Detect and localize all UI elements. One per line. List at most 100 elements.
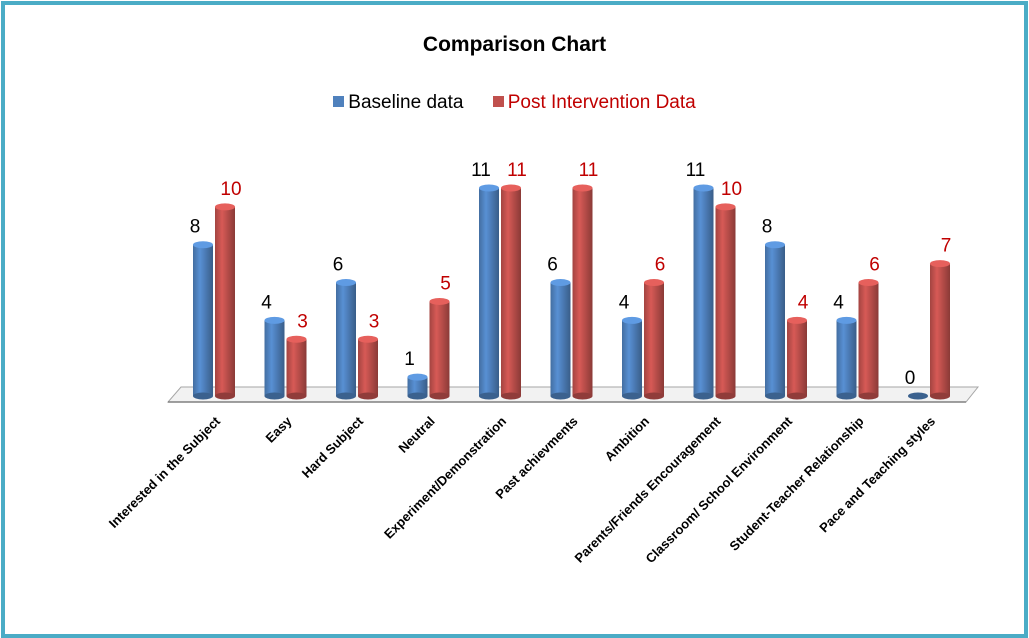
bar-base-baseline <box>765 392 785 400</box>
bar-base-baseline <box>264 392 285 400</box>
bar-top-baseline <box>765 241 785 249</box>
legend-item-post-intervention: Post Intervention Data <box>492 92 696 114</box>
bar-top-baseline <box>336 279 356 287</box>
value-label-baseline: 8 <box>762 217 773 238</box>
bar-baseline <box>836 320 857 396</box>
value-label-baseline: 4 <box>833 292 844 313</box>
value-label-post-intervention: 11 <box>579 160 599 181</box>
legend-label-baseline: Baseline data <box>348 92 464 113</box>
bar-base-post-intervention <box>572 392 593 400</box>
bar-top-post-intervention <box>572 184 593 192</box>
bar-base-baseline <box>550 392 571 400</box>
bar-post-intervention <box>858 282 879 396</box>
bar-post-intervention <box>715 206 736 396</box>
bar-top-baseline <box>407 373 428 381</box>
category-tick-label: Student-Teacher Relationship <box>726 413 866 553</box>
bar-base-post-intervention <box>715 392 736 400</box>
bar-base-baseline <box>622 392 642 400</box>
bar-base-baseline <box>479 392 499 400</box>
bar-post-intervention <box>429 301 450 396</box>
bar-base-post-intervention <box>858 392 879 400</box>
value-label-post-intervention: 6 <box>655 255 666 276</box>
category-tick-label: Parents/Friends Encouragement <box>572 413 725 566</box>
bar-top-baseline <box>550 279 571 287</box>
bar-top-post-intervention <box>215 203 235 211</box>
value-label-post-intervention: 11 <box>507 160 527 181</box>
value-label-baseline: 0 <box>905 368 916 389</box>
chart-legend: Baseline data Post Intervention Data <box>0 92 1029 114</box>
bar-base-baseline <box>193 392 213 400</box>
bar-post-intervention <box>286 339 307 396</box>
bar-baseline <box>622 320 642 396</box>
category-tick-label: Neutral <box>395 414 437 456</box>
bar-base-baseline <box>693 392 714 400</box>
legend-swatch-post-intervention <box>492 96 504 107</box>
bar-top-post-intervention <box>787 316 807 324</box>
bar-top-post-intervention <box>930 260 950 268</box>
bar-post-intervention <box>787 320 807 396</box>
bar-top-baseline <box>264 316 285 324</box>
bar-base-post-intervention <box>930 392 950 400</box>
bar-top-post-intervention <box>501 184 521 192</box>
bar-top-post-intervention <box>858 279 879 287</box>
bar-top-baseline <box>193 241 213 249</box>
value-label-post-intervention: 7 <box>941 236 952 257</box>
category-tick-label: Hard Subject <box>299 413 367 481</box>
bar-base-post-intervention <box>787 392 807 400</box>
legend-swatch-baseline <box>333 96 345 107</box>
category-tick-label: Pace and Teaching styles <box>816 414 938 536</box>
bar-base-baseline <box>336 392 356 400</box>
bar-base-baseline <box>908 392 928 400</box>
value-label-post-intervention: 3 <box>369 311 380 332</box>
bar-post-intervention <box>644 282 664 396</box>
bar-base-baseline <box>407 392 428 400</box>
value-label-post-intervention: 4 <box>798 292 809 313</box>
bar-top-baseline <box>622 316 642 324</box>
value-label-baseline: 6 <box>547 255 558 276</box>
bar-baseline <box>193 244 213 396</box>
bar-base-post-intervention <box>286 392 307 400</box>
bar-baseline <box>693 188 714 396</box>
category-tick-label: Experiment/Demonstration <box>381 413 509 541</box>
value-label-baseline: 11 <box>686 160 706 181</box>
bar-base-post-intervention <box>429 392 450 400</box>
bar-base-post-intervention <box>358 392 378 400</box>
bar-post-intervention <box>572 188 593 396</box>
bar-baseline <box>407 377 428 396</box>
bar-top-post-intervention <box>358 335 378 343</box>
bar-baseline <box>336 282 356 396</box>
value-label-post-intervention: 10 <box>220 179 241 200</box>
bar-base-post-intervention <box>501 392 521 400</box>
bar-top-baseline <box>693 184 714 192</box>
category-tick-label: Interested in the Subject <box>106 413 224 531</box>
legend-item-baseline: Baseline data <box>333 92 463 114</box>
value-label-post-intervention: 5 <box>440 273 451 294</box>
value-label-post-intervention: 3 <box>297 311 308 332</box>
bar-baseline <box>479 188 499 396</box>
bar-post-intervention <box>501 188 521 396</box>
bar-post-intervention <box>930 263 950 396</box>
bar-top-baseline <box>836 316 857 324</box>
value-label-post-intervention: 6 <box>869 255 880 276</box>
bar-base-baseline <box>836 392 857 400</box>
bar-post-intervention <box>358 339 378 396</box>
bar-top-post-intervention <box>429 297 450 305</box>
bar-baseline <box>550 282 571 396</box>
value-label-baseline: 4 <box>261 292 272 313</box>
value-label-baseline: 4 <box>619 292 630 313</box>
value-label-baseline: 6 <box>333 255 344 276</box>
bar-post-intervention <box>215 206 235 396</box>
bar-top-post-intervention <box>644 279 664 287</box>
category-tick-label: Classroom/ School Environment <box>643 413 796 566</box>
bar-top-post-intervention <box>286 335 307 343</box>
bar-baseline <box>264 320 285 396</box>
value-label-post-intervention: 10 <box>721 179 742 200</box>
bar-top-post-intervention <box>715 203 736 211</box>
legend-label-post-intervention: Post Intervention Data <box>507 92 696 113</box>
value-label-baseline: 1 <box>404 349 415 370</box>
bar-base-post-intervention <box>215 392 235 400</box>
category-tick-label: Ambition <box>602 413 652 463</box>
bar-top-baseline <box>479 184 499 192</box>
value-label-baseline: 8 <box>190 217 201 238</box>
